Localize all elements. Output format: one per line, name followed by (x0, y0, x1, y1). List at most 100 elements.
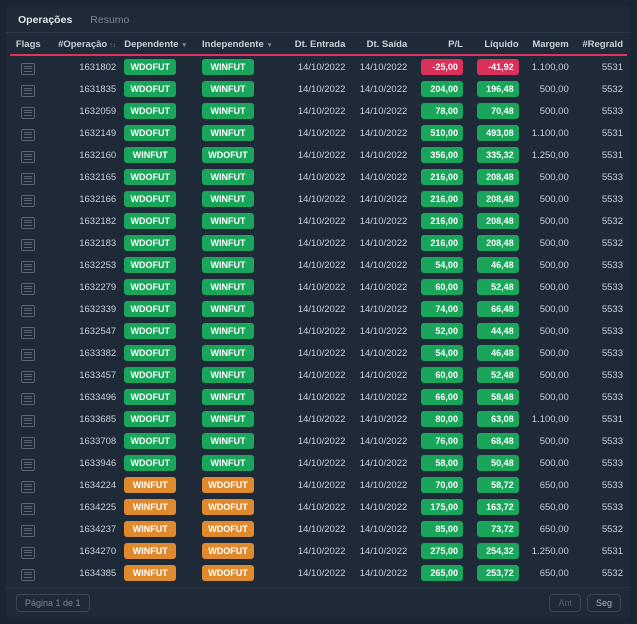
table-row[interactable]: 1632279WDOFUTWINFUT14/10/202214/10/20226… (10, 276, 627, 298)
cell-regra: 5531 (573, 55, 627, 78)
table-row[interactable]: 1633708WDOFUTWINFUT14/10/202214/10/20227… (10, 430, 627, 452)
independente-pill: WINFUT (202, 323, 254, 339)
table-row[interactable]: 1634225WINFUTWDOFUT14/10/202214/10/20221… (10, 496, 627, 518)
row-detail-icon[interactable] (21, 481, 35, 493)
table-row[interactable]: 1633685WDOFUTWINFUT14/10/202214/10/20228… (10, 408, 627, 430)
table-row[interactable]: 1632339WDOFUTWINFUT14/10/202214/10/20227… (10, 298, 627, 320)
col-operacao[interactable]: #Operação↑↓ (47, 33, 121, 55)
row-detail-icon[interactable] (21, 63, 35, 75)
row-detail-icon[interactable] (21, 415, 35, 427)
table-row[interactable]: 1633457WDOFUTWINFUT14/10/202214/10/20226… (10, 364, 627, 386)
cell-margem: 650,00 (523, 474, 573, 496)
next-page-button[interactable]: Seg (587, 594, 621, 612)
row-detail-icon[interactable] (21, 173, 35, 185)
row-detail-icon[interactable] (21, 195, 35, 207)
cell-saida: 14/10/2022 (349, 276, 411, 298)
row-detail-icon[interactable] (21, 459, 35, 471)
table-row[interactable]: 1632160WINFUTWDOFUT14/10/202214/10/20223… (10, 144, 627, 166)
table-row[interactable]: 1632253WDOFUTWINFUT14/10/202214/10/20225… (10, 254, 627, 276)
pl-value: 74,00 (421, 301, 463, 317)
col-entrada[interactable]: Dt. Entrada (284, 33, 349, 55)
row-detail-icon[interactable] (21, 107, 35, 119)
pl-value: 54,00 (421, 345, 463, 361)
cell-regra: 5533 (573, 430, 627, 452)
table-row[interactable]: 1632059WDOFUTWINFUT14/10/202214/10/20227… (10, 100, 627, 122)
pl-value: 175,00 (421, 499, 463, 515)
liquido-value: 50,48 (477, 455, 519, 471)
row-detail-icon[interactable] (21, 85, 35, 97)
table-row[interactable]: 1634237WINFUTWDOFUT14/10/202214/10/20228… (10, 518, 627, 540)
table-row[interactable]: 1632182WDOFUTWINFUT14/10/202214/10/20222… (10, 210, 627, 232)
cell-regra: 5533 (573, 386, 627, 408)
table-row[interactable]: 1632547WDOFUTWINFUT14/10/202214/10/20225… (10, 320, 627, 342)
col-independente[interactable]: Independente ▾ (198, 33, 284, 55)
cell-saida: 14/10/2022 (349, 100, 411, 122)
cell-saida: 14/10/2022 (349, 166, 411, 188)
row-detail-icon[interactable] (21, 569, 35, 581)
cell-op: 1632166 (47, 188, 121, 210)
table-row[interactable]: 1633382WDOFUTWINFUT14/10/202214/10/20225… (10, 342, 627, 364)
table-row[interactable]: 1634270WINFUTWDOFUT14/10/202214/10/20222… (10, 540, 627, 562)
cell-margem: 500,00 (523, 386, 573, 408)
row-detail-icon[interactable] (21, 437, 35, 449)
pl-value: 52,00 (421, 323, 463, 339)
row-detail-icon[interactable] (21, 129, 35, 141)
row-detail-icon[interactable] (21, 305, 35, 317)
prev-page-button[interactable]: Ant (549, 594, 581, 612)
cell-saida: 14/10/2022 (349, 386, 411, 408)
row-detail-icon[interactable] (21, 349, 35, 361)
row-detail-icon[interactable] (21, 371, 35, 383)
row-detail-icon[interactable] (21, 547, 35, 559)
pl-value: 60,00 (421, 367, 463, 383)
table-row[interactable]: 1632149WDOFUTWINFUT14/10/202214/10/20225… (10, 122, 627, 144)
row-detail-icon[interactable] (21, 525, 35, 537)
cell-regra: 5531 (573, 540, 627, 562)
tab-operacoes[interactable]: Operações (18, 14, 72, 32)
table-row[interactable]: 1632166WDOFUTWINFUT14/10/202214/10/20222… (10, 188, 627, 210)
table-row[interactable]: 1634224WINFUTWDOFUT14/10/202214/10/20227… (10, 474, 627, 496)
row-detail-icon[interactable] (21, 151, 35, 163)
operations-table: Flags #Operação↑↓ Dependente ▾ Independe… (10, 33, 627, 587)
table-row[interactable]: 1632165WDOFUTWINFUT14/10/202214/10/20222… (10, 166, 627, 188)
cell-saida: 14/10/2022 (349, 298, 411, 320)
table-scroll[interactable]: Flags #Operação↑↓ Dependente ▾ Independe… (6, 33, 631, 587)
liquido-value: 208,48 (477, 191, 519, 207)
independente-pill: WINFUT (202, 433, 254, 449)
table-row[interactable]: 1633946WDOFUTWINFUT14/10/202214/10/20225… (10, 452, 627, 474)
cell-op: 1632183 (47, 232, 121, 254)
cell-op: 1632279 (47, 276, 121, 298)
cell-saida: 14/10/2022 (349, 518, 411, 540)
tab-resumo[interactable]: Resumo (90, 14, 129, 32)
cell-op: 1632339 (47, 298, 121, 320)
col-flags[interactable]: Flags (10, 33, 47, 55)
independente-pill: WINFUT (202, 279, 254, 295)
col-pl[interactable]: P/L (411, 33, 467, 55)
table-row[interactable]: 1631802WDOFUTWINFUT14/10/202214/10/2022-… (10, 55, 627, 78)
cell-regra: 5533 (573, 166, 627, 188)
table-row[interactable]: 1632183WDOFUTWINFUT14/10/202214/10/20222… (10, 232, 627, 254)
row-detail-icon[interactable] (21, 393, 35, 405)
cell-entrada: 14/10/2022 (284, 386, 349, 408)
page-indicator: Página 1 de 1 (16, 594, 90, 612)
cell-margem: 500,00 (523, 298, 573, 320)
cell-entrada: 14/10/2022 (284, 430, 349, 452)
col-margem[interactable]: Margem (523, 33, 573, 55)
table-row[interactable]: 1634385WINFUTWDOFUT14/10/202214/10/20222… (10, 562, 627, 584)
table-row[interactable]: 1633496WDOFUTWINFUT14/10/202214/10/20226… (10, 386, 627, 408)
row-detail-icon[interactable] (21, 327, 35, 339)
row-detail-icon[interactable] (21, 503, 35, 515)
cell-saida: 14/10/2022 (349, 78, 411, 100)
row-detail-icon[interactable] (21, 239, 35, 251)
col-saida[interactable]: Dt. Saída (349, 33, 411, 55)
cell-saida: 14/10/2022 (349, 320, 411, 342)
col-dependente[interactable]: Dependente ▾ (120, 33, 198, 55)
table-row[interactable]: 1631835WDOFUTWINFUT14/10/202214/10/20222… (10, 78, 627, 100)
cell-saida: 14/10/2022 (349, 55, 411, 78)
row-detail-icon[interactable] (21, 261, 35, 273)
col-liquido[interactable]: Líquido (467, 33, 523, 55)
cell-margem: 650,00 (523, 496, 573, 518)
row-detail-icon[interactable] (21, 217, 35, 229)
col-regra[interactable]: #RegraId (573, 33, 627, 55)
row-detail-icon[interactable] (21, 283, 35, 295)
cell-margem: 1.100,00 (523, 122, 573, 144)
